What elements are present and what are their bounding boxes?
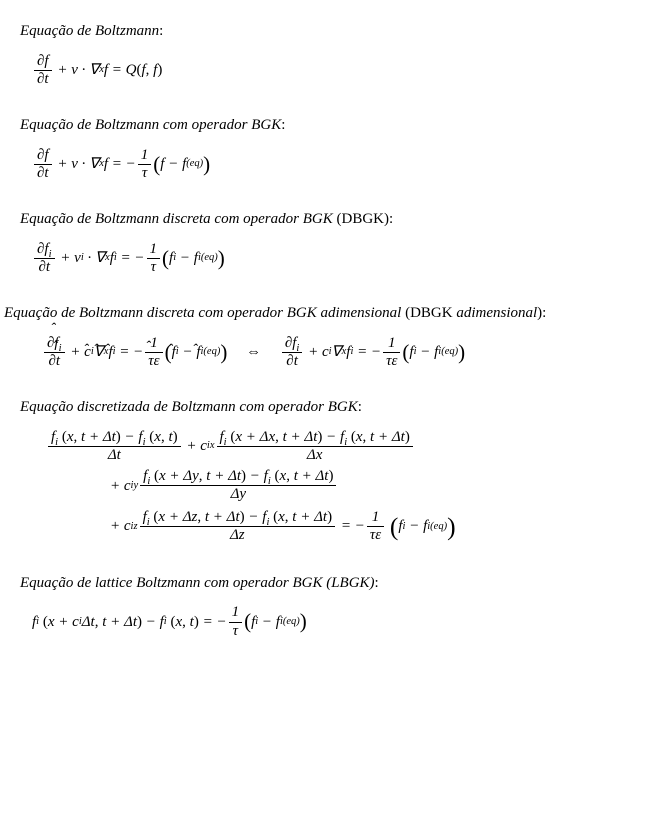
section-dbgk-adim: Equação de Boltzmann discreta com operad… [12, 302, 648, 370]
frac-1-tauhat-eps: 1 τˆε [145, 335, 162, 371]
eq-lbgk: fi (x + ciΔt, t + Δt) − fi (x, t) = − 1 … [32, 604, 648, 640]
eq-dbgk-adim: ∂fˆi ∂tˆ + cˆi∇ˆxfˆi = − 1 τˆε (fˆi − fˆ… [42, 335, 648, 371]
iff-symbol: ⇔ [246, 341, 261, 364]
heading-text: Equação de Boltzmann discreta com operad… [20, 211, 333, 227]
heading-dbgk-adim: Equação de Boltzmann discreta com operad… [4, 302, 648, 325]
frac-term3: fi (x + Δy, t + Δt) − fi (x, t + Δt) Δy [140, 468, 336, 504]
heading-text: Equação discretizada de Boltzmann com op… [20, 399, 358, 415]
section-dbgk: Equação de Boltzmann discreta com operad… [12, 208, 648, 276]
frac-dfi-dt: ∂fi ∂t [34, 241, 55, 277]
heading-text: Equação de Boltzmann [20, 23, 159, 39]
heading-text: Equação de Boltzmann discreta com operad… [4, 305, 401, 321]
heading-lbgk: Equação de lattice Boltzmann com operado… [20, 572, 648, 595]
frac-df-dt: ∂f ∂t [34, 147, 52, 183]
heading-bgk: Equação de Boltzmann com operador BGK: [20, 114, 648, 137]
frac-1-taueps-2: 1 τε [367, 509, 384, 545]
heading-it2: adimensional [456, 305, 537, 321]
frac-dfi-dt-2: ∂fi ∂t [282, 335, 303, 371]
heading-colon: : [281, 117, 285, 133]
section-lbgk: Equação de lattice Boltzmann com operado… [12, 572, 648, 640]
frac-term2: fi (x + Δx, t + Δt) − fi (x, t + Δt) Δx [217, 429, 413, 465]
heading-text: Equação de Boltzmann com operador BGK [20, 117, 281, 133]
frac-term1: fi (x, t + Δt) − fi (x, t) Δt [48, 429, 181, 465]
frac-1-tau: 1 τ [147, 241, 161, 277]
eq-discretized: fi (x, t + Δt) − fi (x, t) Δt + cix fi (… [46, 429, 648, 546]
section-bgk: Equação de Boltzmann com operador BGK: ∂… [12, 114, 648, 182]
frac-dfhat-dthat: ∂fˆi ∂tˆ [44, 335, 65, 371]
heading-close: ): [537, 305, 546, 321]
section-boltzmann: Equação de Boltzmann: ∂f ∂t + v · ∇xf = … [12, 20, 648, 88]
eq-bgk: ∂f ∂t + v · ∇xf = − 1 τ (f − f(eq)) [32, 147, 648, 183]
frac-df-dt: ∂f ∂t [34, 53, 52, 89]
heading-colon: : [358, 399, 362, 415]
frac-1-tau-3: 1 τ [229, 604, 243, 640]
section-discretized: Equação discretizada de Boltzmann com op… [12, 396, 648, 546]
heading-colon: : [159, 23, 163, 39]
eq-boltzmann: ∂f ∂t + v · ∇xf = Q(f, f) [32, 53, 648, 89]
frac-1-taueps: 1 τε [383, 335, 400, 371]
heading-open: (DBGK [401, 305, 456, 321]
heading-dbgk: Equação de Boltzmann discreta com operad… [20, 208, 648, 231]
eq-dbgk: ∂fi ∂t + vi · ∇xfi = − 1 τ (fi − fi(eq)) [32, 241, 648, 277]
heading-text: Equação de lattice Boltzmann com operado… [20, 575, 375, 591]
heading-boltzmann: Equação de Boltzmann: [20, 20, 648, 43]
frac-term4: fi (x + Δz, t + Δt) − fi (x, t + Δt) Δz [140, 509, 336, 545]
heading-discretized: Equação discretizada de Boltzmann com op… [20, 396, 648, 419]
frac-1-tau: 1 τ [138, 147, 152, 183]
heading-suffix: (DBGK): [333, 211, 393, 227]
heading-colon: : [375, 575, 379, 591]
